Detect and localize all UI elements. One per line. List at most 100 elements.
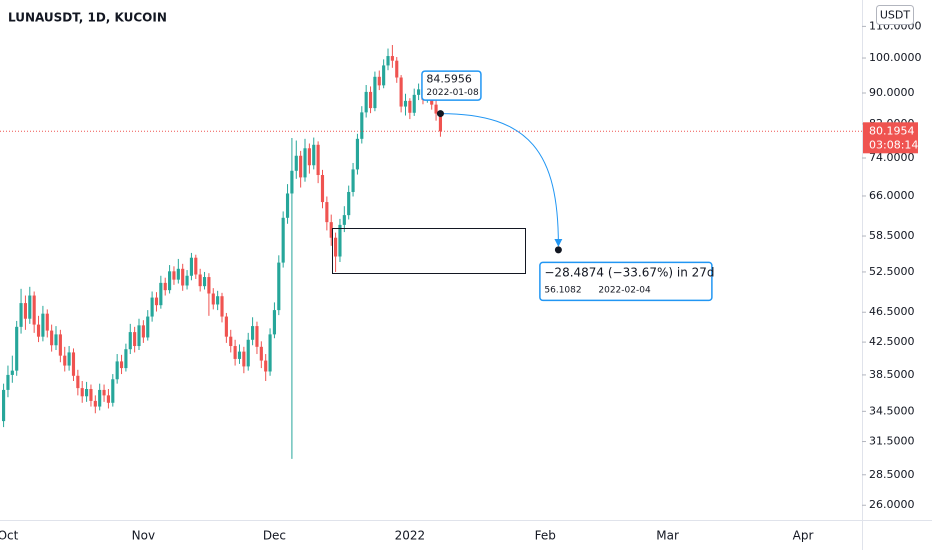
candle-body (45, 313, 49, 331)
candle-body (438, 113, 443, 132)
candle-body (10, 370, 14, 375)
candle-body (246, 339, 250, 367)
candle-body (417, 89, 421, 95)
candle-body (224, 316, 228, 337)
candle-body (360, 112, 364, 139)
candle-body (229, 336, 233, 347)
candle-body (15, 326, 19, 371)
rectangle-drawing (332, 228, 526, 274)
candle-body (390, 56, 394, 61)
candle-body (364, 91, 368, 113)
candle-body (80, 388, 84, 397)
candle-body (290, 170, 294, 194)
candle-body (325, 202, 329, 223)
candle-body (307, 148, 311, 166)
candle-body (58, 334, 62, 356)
candle-body (23, 303, 27, 319)
projection-arrow (440, 113, 563, 247)
y-tick-label: 100.0000 (869, 51, 922, 64)
candle-body (403, 100, 408, 107)
candle-body (133, 332, 137, 347)
x-tick-label: Oct (0, 529, 19, 543)
candle-body (373, 76, 377, 109)
y-tick-label: 42.5000 (869, 335, 915, 348)
candle-body (237, 351, 242, 359)
end-callout (539, 261, 713, 302)
candle-body (351, 169, 355, 192)
candle-body (316, 144, 320, 176)
candle-body (115, 361, 119, 380)
start-callout (421, 70, 482, 101)
chart-title: LUNAUSDT, 1D, KUCOIN (8, 11, 167, 25)
x-tick-label: Mar (656, 529, 679, 543)
candle-body (412, 94, 416, 113)
candle-body (159, 282, 163, 306)
candle-body (320, 175, 325, 203)
candle-body (194, 257, 198, 275)
candle-body (98, 389, 102, 407)
candle-body (63, 355, 67, 366)
currency-button[interactable] (876, 5, 914, 25)
candle-body (54, 334, 58, 346)
candle-body (268, 334, 272, 372)
candle-body (347, 191, 351, 216)
candle-body (76, 375, 80, 389)
last-price-label: 80.1954 (869, 124, 915, 137)
candle-body (124, 349, 128, 369)
candle-body (128, 332, 132, 350)
candle-body (119, 361, 124, 369)
candle-body (277, 262, 281, 311)
candle-body (242, 351, 246, 367)
candle-body (106, 395, 111, 403)
candle-body (408, 100, 412, 113)
y-tick-label: 66.0000 (869, 189, 915, 202)
start-point (436, 110, 444, 118)
candle-body (399, 77, 403, 107)
candle-body (50, 330, 54, 346)
candle-body (312, 144, 316, 166)
candle-body (299, 155, 303, 178)
candle-body (41, 313, 45, 337)
candle-body (176, 268, 180, 280)
y-tick-label: 31.5000 (869, 435, 915, 448)
candle-body (137, 325, 141, 347)
candle-body (102, 389, 106, 396)
candle-body (2, 389, 6, 422)
x-tick-label: Apr (793, 529, 814, 543)
currency-label[interactable]: USDT (880, 9, 911, 22)
candle-body (154, 297, 159, 306)
candle-body (36, 324, 41, 337)
candle-body (255, 326, 259, 347)
candle-body (329, 222, 333, 238)
candle-body (386, 56, 390, 66)
candle-body (259, 346, 263, 361)
candle-body (93, 400, 97, 407)
end-point (554, 246, 562, 254)
candle-body (163, 282, 167, 291)
countdown-label: 03:08:14 (869, 138, 918, 151)
candle-body (434, 104, 438, 114)
candle-body (172, 271, 176, 280)
candle-body (85, 389, 89, 397)
y-tick-label: 58.5000 (869, 229, 915, 242)
y-tick-label: 28.5000 (869, 468, 915, 481)
y-tick-label: 74.0000 (869, 151, 915, 164)
x-tick-label: 2022 (395, 529, 426, 543)
x-tick-label: Dec (263, 529, 286, 543)
y-tick-label: 38.5000 (869, 368, 915, 381)
y-tick-label: 34.5000 (869, 404, 915, 417)
y-tick-label: 46.5000 (869, 305, 915, 318)
candle-body (368, 91, 373, 109)
candle-body (251, 326, 255, 340)
candle-body (198, 274, 202, 287)
candle-body (89, 389, 93, 401)
candle-body (303, 148, 307, 178)
candle-body (233, 346, 237, 359)
y-tick-label: 26.0000 (869, 498, 915, 511)
start-price: 84.5956 (426, 73, 472, 86)
y-tick-label: 52.5000 (869, 265, 915, 278)
candle-body (334, 237, 338, 257)
last-price-box (863, 122, 918, 154)
